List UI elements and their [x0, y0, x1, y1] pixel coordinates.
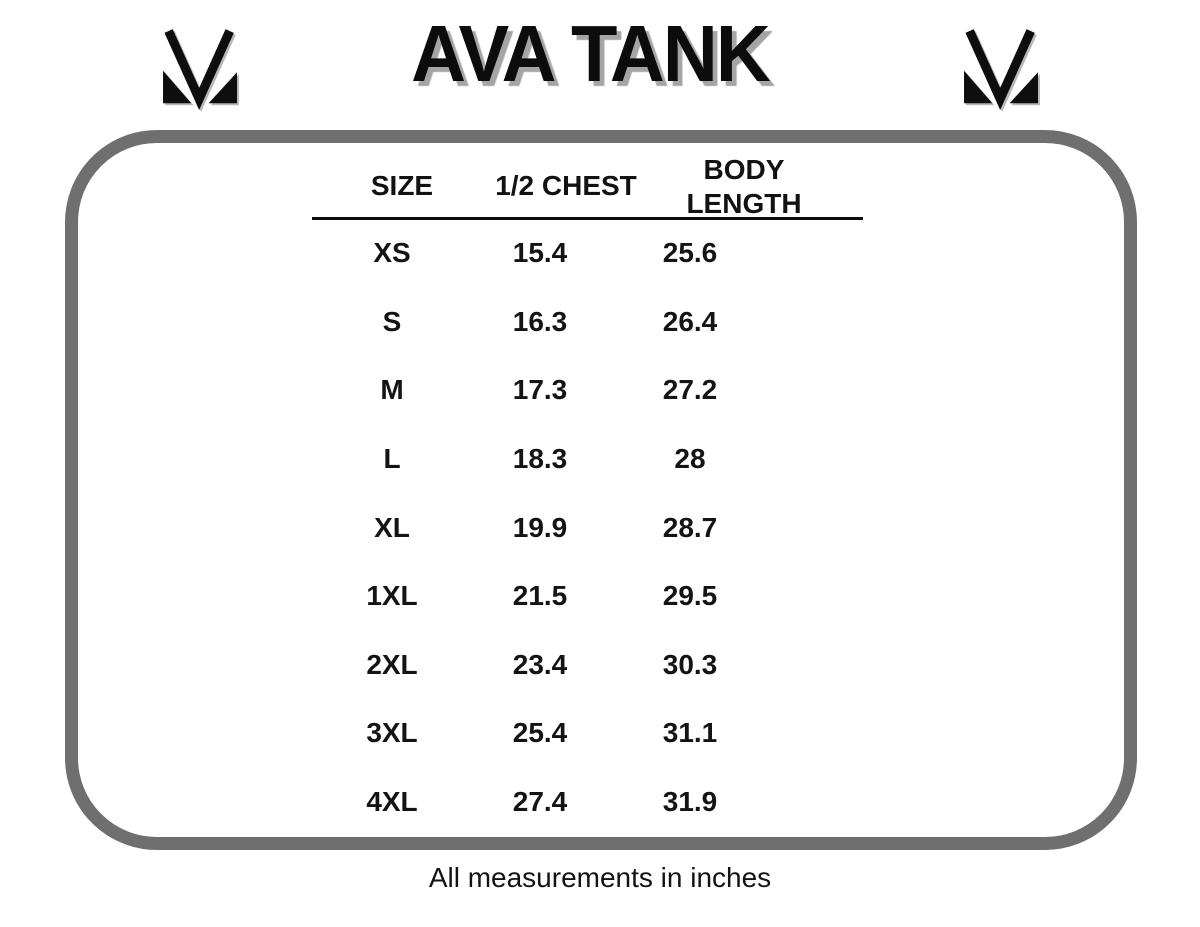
measurements-note: All measurements in inches [428, 862, 772, 893]
size-cell: 1XL [366, 580, 418, 612]
body-length-cell: 30.3 [662, 648, 718, 680]
half-chest-cell: 17.3 [512, 374, 568, 406]
half-chest-cell: 27.4 [512, 786, 568, 818]
header-divider-line [312, 217, 863, 220]
size-cell: XS [373, 237, 411, 269]
body-length-cell: 27.2 [662, 374, 718, 406]
table-row: L 18.3 28 [312, 425, 952, 494]
size-cell: M [380, 374, 404, 406]
chart-frame [65, 130, 1137, 850]
table-row: 1XL 21.5 29.5 [312, 562, 952, 631]
size-cell: 4XL [366, 786, 418, 818]
column-header-body-length: BODY LENGTH [686, 154, 802, 219]
size-table: XS 15.4 25.6 S 16.3 26.4 M 17.3 27.2 L 1… [312, 219, 952, 836]
mv-monogram-icon [157, 23, 243, 113]
size-cell: L [383, 443, 401, 475]
table-row: XL 19.9 28.7 [312, 493, 952, 562]
body-length-cell: 31.1 [662, 717, 718, 749]
half-chest-cell: 23.4 [512, 648, 568, 680]
body-length-cell: 26.4 [662, 305, 718, 337]
size-cell: XL [374, 511, 410, 543]
mv-monogram-icon [958, 23, 1044, 113]
body-length-cell: 29.5 [662, 580, 718, 612]
half-chest-cell: 25.4 [512, 717, 568, 749]
body-length-cell: 28 [674, 443, 706, 475]
page-title: AVA TANK [411, 9, 771, 98]
body-length-cell: 31.9 [662, 786, 718, 818]
size-cell: 2XL [366, 648, 418, 680]
table-row: 2XL 23.4 30.3 [312, 631, 952, 700]
half-chest-cell: 19.9 [512, 511, 568, 543]
table-row: XS 15.4 25.6 [312, 219, 952, 288]
half-chest-cell: 16.3 [512, 305, 568, 337]
table-row: 4XL 27.4 31.9 [312, 768, 952, 837]
size-cell: S [382, 305, 402, 337]
size-cell: 3XL [366, 717, 418, 749]
table-row: M 17.3 27.2 [312, 356, 952, 425]
body-length-cell: 28.7 [662, 511, 718, 543]
column-header-half-chest: 1/2 CHEST [495, 170, 637, 201]
column-header-size: SIZE [370, 170, 434, 201]
table-row: S 16.3 26.4 [312, 288, 952, 357]
body-length-cell: 25.6 [662, 237, 718, 269]
half-chest-cell: 21.5 [512, 580, 568, 612]
half-chest-cell: 18.3 [512, 443, 568, 475]
half-chest-cell: 15.4 [512, 237, 568, 269]
table-row: 3XL 25.4 31.1 [312, 699, 952, 768]
